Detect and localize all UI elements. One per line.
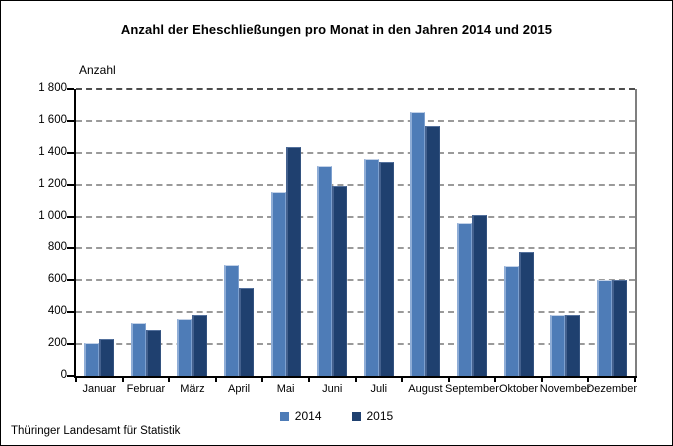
y-tick-label-1000: 1 000 (38, 209, 67, 222)
chart-title: Anzahl der Eheschließungen pro Monat in … (120, 22, 553, 37)
bar-2014-dezember (596, 280, 612, 376)
bar-2015-februar (145, 329, 161, 376)
gridline-600 (76, 279, 635, 282)
bar-2014-mai (270, 191, 286, 376)
legend-swatch-2015 (351, 411, 361, 421)
y-tick-label-1800: 1 800 (38, 82, 67, 94)
x-tick-mark-0 (75, 378, 77, 382)
y-tick-mark-800 (67, 247, 74, 250)
x-label-juni: Juni (322, 383, 343, 395)
y-tick-label-1400: 1 400 (38, 145, 67, 158)
y-tick-mark-1200 (67, 183, 74, 186)
x-label-juli: Juli (370, 383, 388, 395)
y-tick-mark-1000 (67, 215, 74, 218)
x-tick-mark-8 (447, 378, 450, 382)
x-label-oktober: Oktober (498, 383, 539, 395)
bar-2015-oktober (518, 251, 534, 376)
gridline-200 (76, 343, 635, 346)
legend-item-2014: 2014 (279, 409, 322, 423)
y-tick-label-600: 600 (47, 273, 67, 286)
bar-2015-april (239, 287, 255, 376)
bar-2015-september (471, 214, 487, 376)
bar-2015-märz (192, 314, 208, 376)
x-tick-mark-3 (214, 378, 217, 382)
x-label-august: August (408, 383, 443, 395)
x-tick-mark-5 (307, 378, 310, 382)
y-tick-label-800: 800 (47, 241, 67, 254)
x-label-dezember: Dezember (586, 383, 638, 395)
bar-2014-märz (177, 318, 193, 376)
x-tick-mark-11 (587, 378, 590, 382)
legend-label-2014: 2014 (294, 409, 322, 423)
bar-2014-august (410, 112, 426, 376)
y-tick-mark-1800 (67, 88, 74, 90)
x-label-april: April (228, 383, 251, 395)
y-tick-mark-1600 (67, 119, 74, 122)
bar-2015-juli (378, 162, 394, 376)
bar-2014-februar (130, 322, 146, 376)
gridline-1600 (76, 119, 635, 122)
x-tick-mark-4 (261, 378, 264, 382)
legend-label-2015: 2015 (366, 409, 394, 423)
plot-area (76, 88, 635, 376)
gridline-1800 (76, 88, 635, 90)
bar-2015-mai (285, 147, 301, 376)
bar-2014-oktober (503, 265, 519, 376)
legend: 2014 2015 (1, 409, 672, 423)
y-tick-mark-200 (67, 343, 74, 346)
gridline-1200 (76, 183, 635, 186)
y-tick-mark-400 (67, 311, 74, 314)
x-tick-mark-7 (401, 378, 404, 382)
x-axis-line (74, 376, 637, 378)
gridline-1400 (76, 151, 635, 154)
x-label-januar: Januar (82, 383, 117, 395)
x-tick-mark-6 (354, 378, 357, 382)
bar-2015-juni (332, 186, 348, 376)
x-label-september: September (445, 383, 499, 395)
bar-2014-juli (363, 159, 379, 376)
y-tick-label-200: 200 (47, 337, 67, 350)
x-label-november: November (539, 383, 591, 395)
x-tick-mark-2 (168, 378, 171, 382)
x-tick-mark-12 (634, 378, 636, 382)
gridline-400 (76, 311, 635, 314)
x-label-mai: Mai (276, 383, 295, 395)
x-tick-mark-1 (121, 378, 124, 382)
x-label-februar: Februar (126, 383, 166, 395)
bar-2014-januar (84, 343, 100, 376)
y-tick-label-1200: 1 200 (38, 177, 67, 190)
y-tick-mark-0 (67, 375, 74, 377)
legend-swatch-2014 (279, 411, 289, 421)
bar-2014-november (550, 315, 566, 376)
y-tick-mark-600 (67, 279, 74, 282)
bar-2014-juni (317, 166, 333, 376)
legend-item-2015: 2015 (351, 409, 394, 423)
bar-2015-august (425, 126, 441, 376)
gridline-800 (76, 247, 635, 250)
bar-2015-dezember (611, 279, 627, 376)
y-tick-label-400: 400 (47, 305, 67, 318)
bar-2014-april (224, 265, 240, 376)
x-tick-mark-9 (494, 378, 497, 382)
y-axis-title: Anzahl (79, 63, 116, 77)
bar-2015-november (565, 315, 581, 376)
y-tick-label-1600: 1 600 (38, 113, 67, 126)
y-tick-mark-1400 (67, 151, 74, 154)
y-tick-label-0: 0 (60, 369, 67, 381)
x-tick-mark-10 (540, 378, 543, 382)
source-attribution: Thüringer Landesamt für Statistik (11, 425, 181, 437)
bar-2015-januar (99, 339, 115, 376)
plot-right-border (635, 89, 637, 376)
bar-2014-september (456, 222, 472, 376)
gridline-1000 (76, 215, 635, 218)
y-axis-line (74, 89, 76, 378)
x-label-märz: März (180, 383, 205, 395)
